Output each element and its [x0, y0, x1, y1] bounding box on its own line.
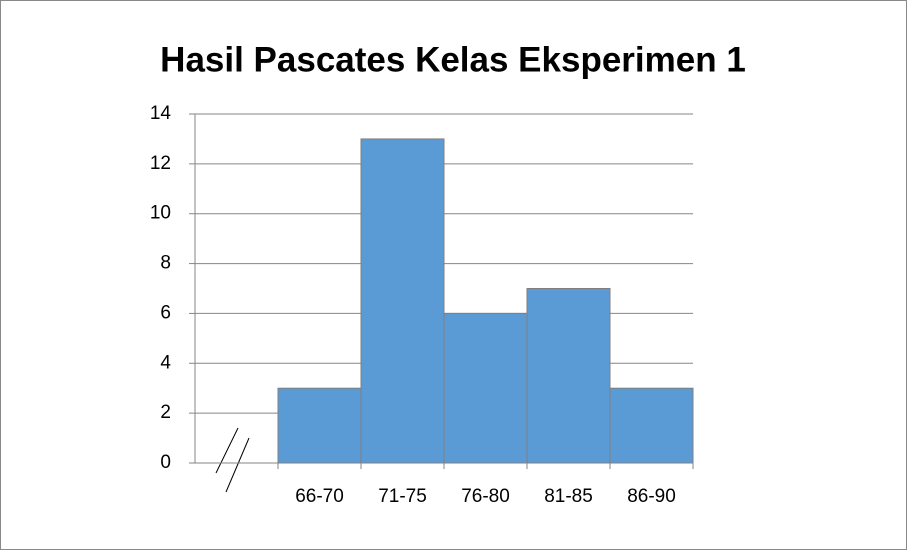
x-tick-label: 76-80 — [461, 486, 510, 507]
bar — [526, 288, 611, 464]
y-tick-label: 8 — [160, 253, 171, 274]
y-tick-label: 4 — [160, 352, 171, 373]
y-tick-label: 14 — [150, 103, 172, 124]
bar — [360, 138, 445, 464]
y-tick-label: 12 — [150, 153, 171, 174]
y-tick-label: 0 — [160, 452, 171, 473]
x-tick-label: 86-90 — [627, 486, 676, 507]
chart-title: Hasil Pascates Kelas Eksperimen 1 — [160, 40, 746, 79]
bar — [277, 387, 362, 464]
y-tick-label: 6 — [160, 302, 171, 323]
y-tick-label: 10 — [150, 203, 171, 224]
bar — [443, 312, 528, 464]
axis-break — [215, 427, 239, 474]
bar — [609, 387, 694, 464]
x-tick-label: 81-85 — [544, 486, 593, 507]
x-tick-label: 66-70 — [295, 486, 344, 507]
x-tick-label: 71-75 — [378, 486, 427, 507]
y-tick-label: 2 — [160, 402, 171, 423]
axis-break — [225, 437, 250, 493]
